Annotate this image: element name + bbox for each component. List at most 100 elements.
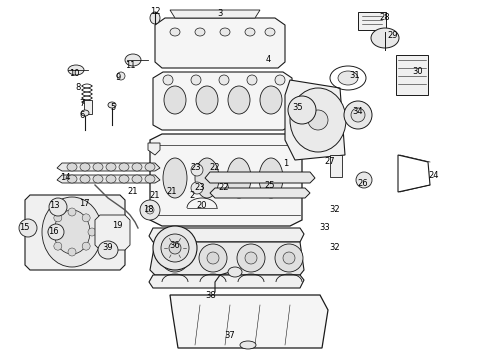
Ellipse shape (82, 214, 90, 222)
Polygon shape (57, 163, 160, 171)
Text: 7: 7 (79, 99, 85, 108)
Polygon shape (149, 228, 304, 242)
Text: 23: 23 (195, 184, 205, 193)
Ellipse shape (67, 175, 77, 183)
Text: 5: 5 (110, 103, 116, 112)
Ellipse shape (195, 28, 205, 36)
Ellipse shape (164, 86, 186, 114)
Polygon shape (25, 195, 125, 270)
Bar (84, 100, 92, 114)
Ellipse shape (68, 248, 76, 256)
Polygon shape (155, 18, 285, 68)
Ellipse shape (106, 219, 122, 235)
Ellipse shape (145, 175, 155, 183)
Ellipse shape (338, 71, 358, 85)
Ellipse shape (82, 242, 90, 250)
Ellipse shape (196, 86, 218, 114)
Text: 23: 23 (191, 163, 201, 172)
Ellipse shape (199, 244, 227, 272)
Text: 27: 27 (325, 158, 335, 166)
Text: 29: 29 (388, 31, 398, 40)
Ellipse shape (195, 158, 219, 198)
Text: 39: 39 (103, 243, 113, 252)
Text: 22: 22 (210, 163, 220, 172)
Text: 20: 20 (197, 201, 207, 210)
Ellipse shape (49, 198, 67, 216)
Text: 4: 4 (266, 55, 270, 64)
Ellipse shape (150, 12, 160, 24)
Ellipse shape (259, 158, 283, 198)
Ellipse shape (169, 242, 181, 254)
Ellipse shape (351, 108, 365, 122)
Ellipse shape (146, 206, 154, 214)
Bar (358, 12, 386, 30)
Text: 22: 22 (219, 184, 229, 193)
Ellipse shape (67, 163, 77, 171)
Text: 17: 17 (79, 199, 89, 208)
Text: 36: 36 (170, 240, 180, 249)
Ellipse shape (54, 210, 90, 254)
Text: 6: 6 (79, 112, 85, 121)
Ellipse shape (371, 28, 399, 48)
Ellipse shape (132, 163, 142, 171)
Ellipse shape (288, 96, 316, 124)
Text: 18: 18 (143, 206, 153, 215)
Polygon shape (150, 134, 302, 226)
Ellipse shape (140, 200, 160, 220)
Ellipse shape (275, 75, 285, 85)
Ellipse shape (125, 54, 141, 66)
Text: 21: 21 (150, 190, 160, 199)
Ellipse shape (119, 175, 129, 183)
Polygon shape (170, 10, 260, 18)
Text: 28: 28 (380, 13, 391, 22)
Text: 24: 24 (429, 171, 439, 180)
Ellipse shape (219, 75, 229, 85)
Ellipse shape (98, 241, 118, 259)
Text: 3: 3 (217, 9, 222, 18)
Ellipse shape (191, 182, 203, 194)
Polygon shape (170, 295, 328, 348)
Ellipse shape (191, 164, 203, 176)
Ellipse shape (80, 163, 90, 171)
Ellipse shape (68, 65, 84, 75)
Ellipse shape (245, 252, 257, 264)
Polygon shape (210, 188, 310, 198)
Ellipse shape (153, 226, 197, 270)
Ellipse shape (93, 175, 103, 183)
Ellipse shape (275, 244, 303, 272)
Ellipse shape (227, 158, 251, 198)
Ellipse shape (68, 208, 76, 216)
Text: 8: 8 (75, 84, 81, 93)
Text: 15: 15 (19, 224, 29, 233)
Text: 34: 34 (353, 108, 363, 117)
Ellipse shape (191, 75, 201, 85)
Text: 14: 14 (60, 174, 70, 183)
Text: 32: 32 (330, 206, 341, 215)
Polygon shape (95, 215, 130, 250)
Polygon shape (205, 172, 315, 183)
Ellipse shape (119, 163, 129, 171)
Ellipse shape (356, 172, 372, 188)
Ellipse shape (161, 234, 189, 262)
Ellipse shape (117, 72, 125, 80)
Ellipse shape (170, 28, 180, 36)
Text: 38: 38 (206, 291, 217, 300)
Ellipse shape (260, 86, 282, 114)
Text: 37: 37 (224, 330, 235, 339)
Text: 25: 25 (265, 180, 275, 189)
Text: 21: 21 (167, 186, 177, 195)
Ellipse shape (88, 228, 96, 236)
Text: 33: 33 (319, 224, 330, 233)
Ellipse shape (132, 175, 142, 183)
Ellipse shape (240, 341, 256, 349)
Ellipse shape (344, 101, 372, 129)
Bar (330, 155, 342, 177)
Ellipse shape (54, 214, 62, 222)
Ellipse shape (290, 88, 346, 152)
Text: 31: 31 (350, 71, 360, 80)
Ellipse shape (247, 75, 257, 85)
Polygon shape (149, 275, 304, 288)
Ellipse shape (19, 219, 37, 237)
Text: 13: 13 (49, 201, 59, 210)
Ellipse shape (265, 28, 275, 36)
